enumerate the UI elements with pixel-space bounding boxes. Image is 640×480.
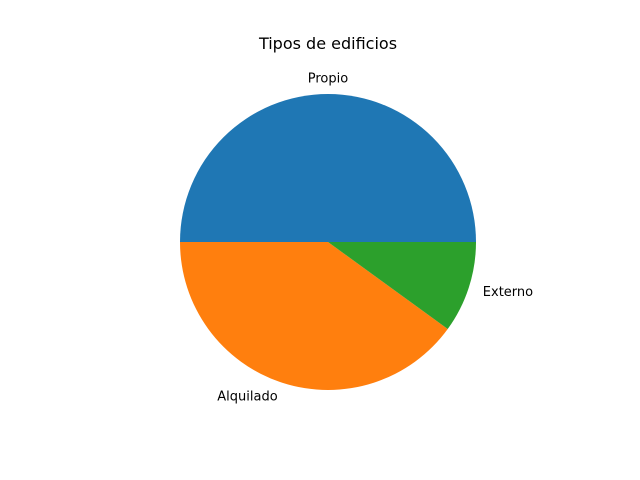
pie-slice-propio [180, 94, 476, 242]
pie-label-externo: Externo [483, 285, 533, 300]
pie-slice-alquilado [180, 242, 448, 390]
pie-slice-externo [328, 242, 476, 329]
pie-slices [180, 94, 476, 390]
pie-label-alquilado: Alquilado [217, 389, 277, 404]
pie-labels: Propio Alquilado Externo [217, 72, 533, 405]
chart-title: Tipos de edificios [258, 34, 397, 53]
pie-label-propio: Propio [308, 72, 348, 87]
